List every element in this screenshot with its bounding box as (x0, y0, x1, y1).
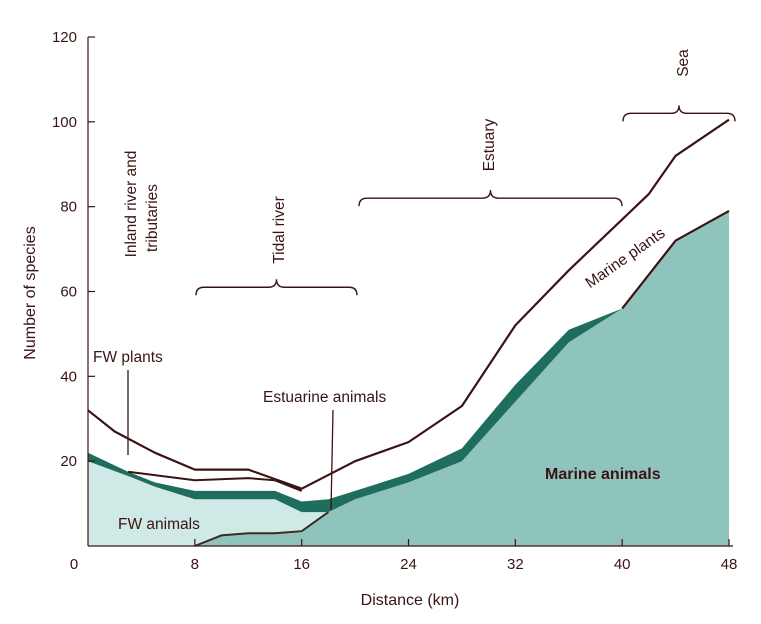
y-tick-label: 60 (60, 284, 77, 301)
line-marine-plants (87, 118, 730, 490)
zone-brace (622, 105, 736, 122)
x-tick-label: 48 (721, 556, 738, 573)
zone-brace (358, 190, 623, 207)
label-marine-animals: Marine animals (545, 466, 661, 483)
zone-label-tidal-river: Tidal river (271, 196, 288, 263)
zone-label-estuary: Estuary (481, 118, 498, 171)
zone-label-inland-line1: Inland river and (123, 151, 140, 258)
x-tick-label: 24 (400, 556, 417, 573)
label-fw-animals: FW animals (118, 516, 200, 533)
line-estuarine-animals (194, 511, 329, 547)
y-tick-label: 40 (60, 368, 77, 385)
y-tick-label: 100 (52, 114, 77, 131)
area-fw-plants-band (88, 452, 329, 513)
area-marine-upper-band (301, 308, 623, 513)
area-marine-animals (194, 210, 730, 546)
zone-label-inland-line2: tributaries (144, 184, 161, 252)
x-tick-label: 32 (507, 556, 524, 573)
zone-brace (195, 279, 358, 296)
x-tick-label: 0 (70, 556, 78, 573)
line-layer (87, 118, 730, 547)
x-ticks: 0 8 16 24 32 40 48 (70, 539, 738, 573)
x-tick-label: 40 (614, 556, 631, 573)
label-fw-plants: FW plants (93, 349, 163, 366)
x-tick-label: 16 (293, 556, 310, 573)
zone-label-sea: Sea (675, 49, 692, 77)
area-fw-animals (88, 461, 329, 546)
y-tick-label: 20 (60, 453, 77, 470)
line-marine-animals-top (621, 209, 730, 310)
x-axis-title: Distance (km) (361, 592, 460, 609)
y-tick-label: 80 (60, 199, 77, 216)
y-axis-title: Number of species (22, 226, 39, 359)
label-estuarine-animals: Estuarine animals (263, 389, 386, 406)
line-total-tidal (127, 470, 303, 492)
y-tick-label: 120 (52, 29, 77, 46)
area-layer (88, 210, 730, 546)
x-tick-label: 8 (191, 556, 199, 573)
leader-estuarine-animals (330, 409, 334, 511)
y-ticks: 20 40 60 80 100 120 (52, 29, 95, 470)
